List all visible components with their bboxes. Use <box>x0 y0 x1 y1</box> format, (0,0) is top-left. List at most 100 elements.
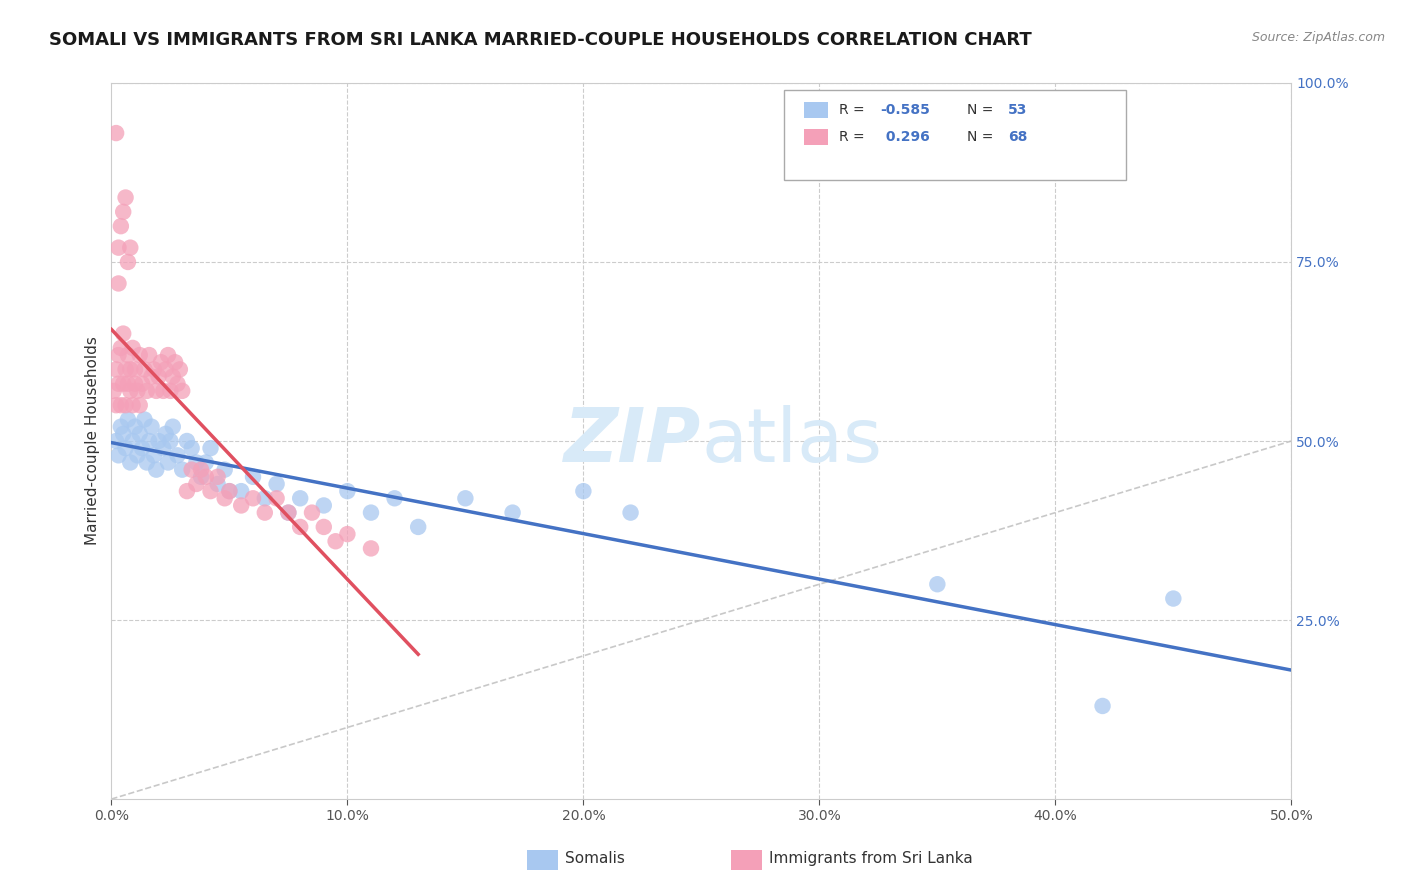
Point <box>176 434 198 448</box>
Point <box>120 241 142 255</box>
Point <box>121 341 143 355</box>
Text: 0.296: 0.296 <box>880 130 929 145</box>
Point <box>325 534 347 549</box>
Point <box>142 362 165 376</box>
Point <box>253 491 276 506</box>
Point <box>242 491 264 506</box>
Point <box>105 362 128 376</box>
Point <box>131 441 153 455</box>
Point <box>149 355 172 369</box>
Point <box>142 448 165 462</box>
Point <box>186 477 208 491</box>
Point <box>190 470 212 484</box>
Text: 53: 53 <box>1008 103 1028 117</box>
Text: SOMALI VS IMMIGRANTS FROM SRI LANKA MARRIED-COUPLE HOUSEHOLDS CORRELATION CHART: SOMALI VS IMMIGRANTS FROM SRI LANKA MARR… <box>49 31 1032 49</box>
Point <box>105 126 128 140</box>
Point <box>141 369 163 384</box>
Point <box>157 348 180 362</box>
Point <box>162 369 184 384</box>
Point <box>112 376 135 391</box>
Point <box>112 426 135 441</box>
Point <box>110 419 132 434</box>
Text: ZIP: ZIP <box>564 404 702 477</box>
Point <box>301 506 323 520</box>
Point <box>176 484 198 499</box>
Point <box>214 463 236 477</box>
Point <box>128 426 150 441</box>
Point <box>384 491 406 506</box>
Point <box>312 499 335 513</box>
Point <box>120 384 142 398</box>
Point <box>218 484 240 499</box>
Point <box>117 348 139 362</box>
Point <box>114 362 136 376</box>
Point <box>336 527 359 541</box>
Point <box>105 398 128 412</box>
Point <box>207 477 229 491</box>
Point <box>214 491 236 506</box>
Point <box>107 376 129 391</box>
Point <box>162 419 184 434</box>
Point <box>110 219 132 234</box>
Point <box>360 541 382 556</box>
Point <box>1163 591 1185 606</box>
Y-axis label: Married-couple Households: Married-couple Households <box>86 336 100 545</box>
Point <box>121 398 143 412</box>
Point <box>135 455 157 469</box>
Point <box>231 484 253 499</box>
Point <box>406 520 429 534</box>
Point <box>128 348 150 362</box>
Point <box>169 362 191 376</box>
Text: N =: N = <box>967 103 998 117</box>
Point <box>186 455 208 469</box>
Point <box>159 384 181 398</box>
Text: R =: R = <box>839 130 869 145</box>
Point <box>112 204 135 219</box>
Point <box>200 484 222 499</box>
Text: 68: 68 <box>1008 130 1028 145</box>
Point <box>242 470 264 484</box>
Point <box>145 463 167 477</box>
Point <box>155 362 177 376</box>
Point <box>277 506 299 520</box>
Point <box>266 477 288 491</box>
Point <box>194 455 217 469</box>
Point <box>290 491 312 506</box>
Point <box>619 506 641 520</box>
Point <box>134 362 156 376</box>
Point <box>218 484 240 499</box>
Point <box>124 376 146 391</box>
Point <box>114 441 136 455</box>
Point <box>253 506 276 520</box>
Point <box>107 241 129 255</box>
Point <box>138 348 160 362</box>
Point <box>121 434 143 448</box>
Point <box>266 491 288 506</box>
Point <box>194 470 217 484</box>
Point <box>277 506 299 520</box>
Point <box>172 384 194 398</box>
Point <box>572 484 595 499</box>
Point <box>120 362 142 376</box>
Point <box>117 412 139 426</box>
Point <box>290 520 312 534</box>
Point <box>134 412 156 426</box>
Point <box>110 398 132 412</box>
Point <box>165 355 187 369</box>
Point <box>152 384 174 398</box>
Text: Source: ZipAtlas.com: Source: ZipAtlas.com <box>1251 31 1385 45</box>
Point <box>166 448 188 462</box>
Text: Somalis: Somalis <box>565 851 626 865</box>
Point <box>166 376 188 391</box>
Point <box>117 255 139 269</box>
Point <box>124 419 146 434</box>
Point <box>131 376 153 391</box>
Text: R =: R = <box>839 103 869 117</box>
Point <box>231 499 253 513</box>
Point <box>103 384 125 398</box>
Text: -0.585: -0.585 <box>880 103 931 117</box>
Text: N =: N = <box>967 130 998 145</box>
Point <box>114 190 136 204</box>
FancyBboxPatch shape <box>785 90 1126 179</box>
Point <box>927 577 949 591</box>
